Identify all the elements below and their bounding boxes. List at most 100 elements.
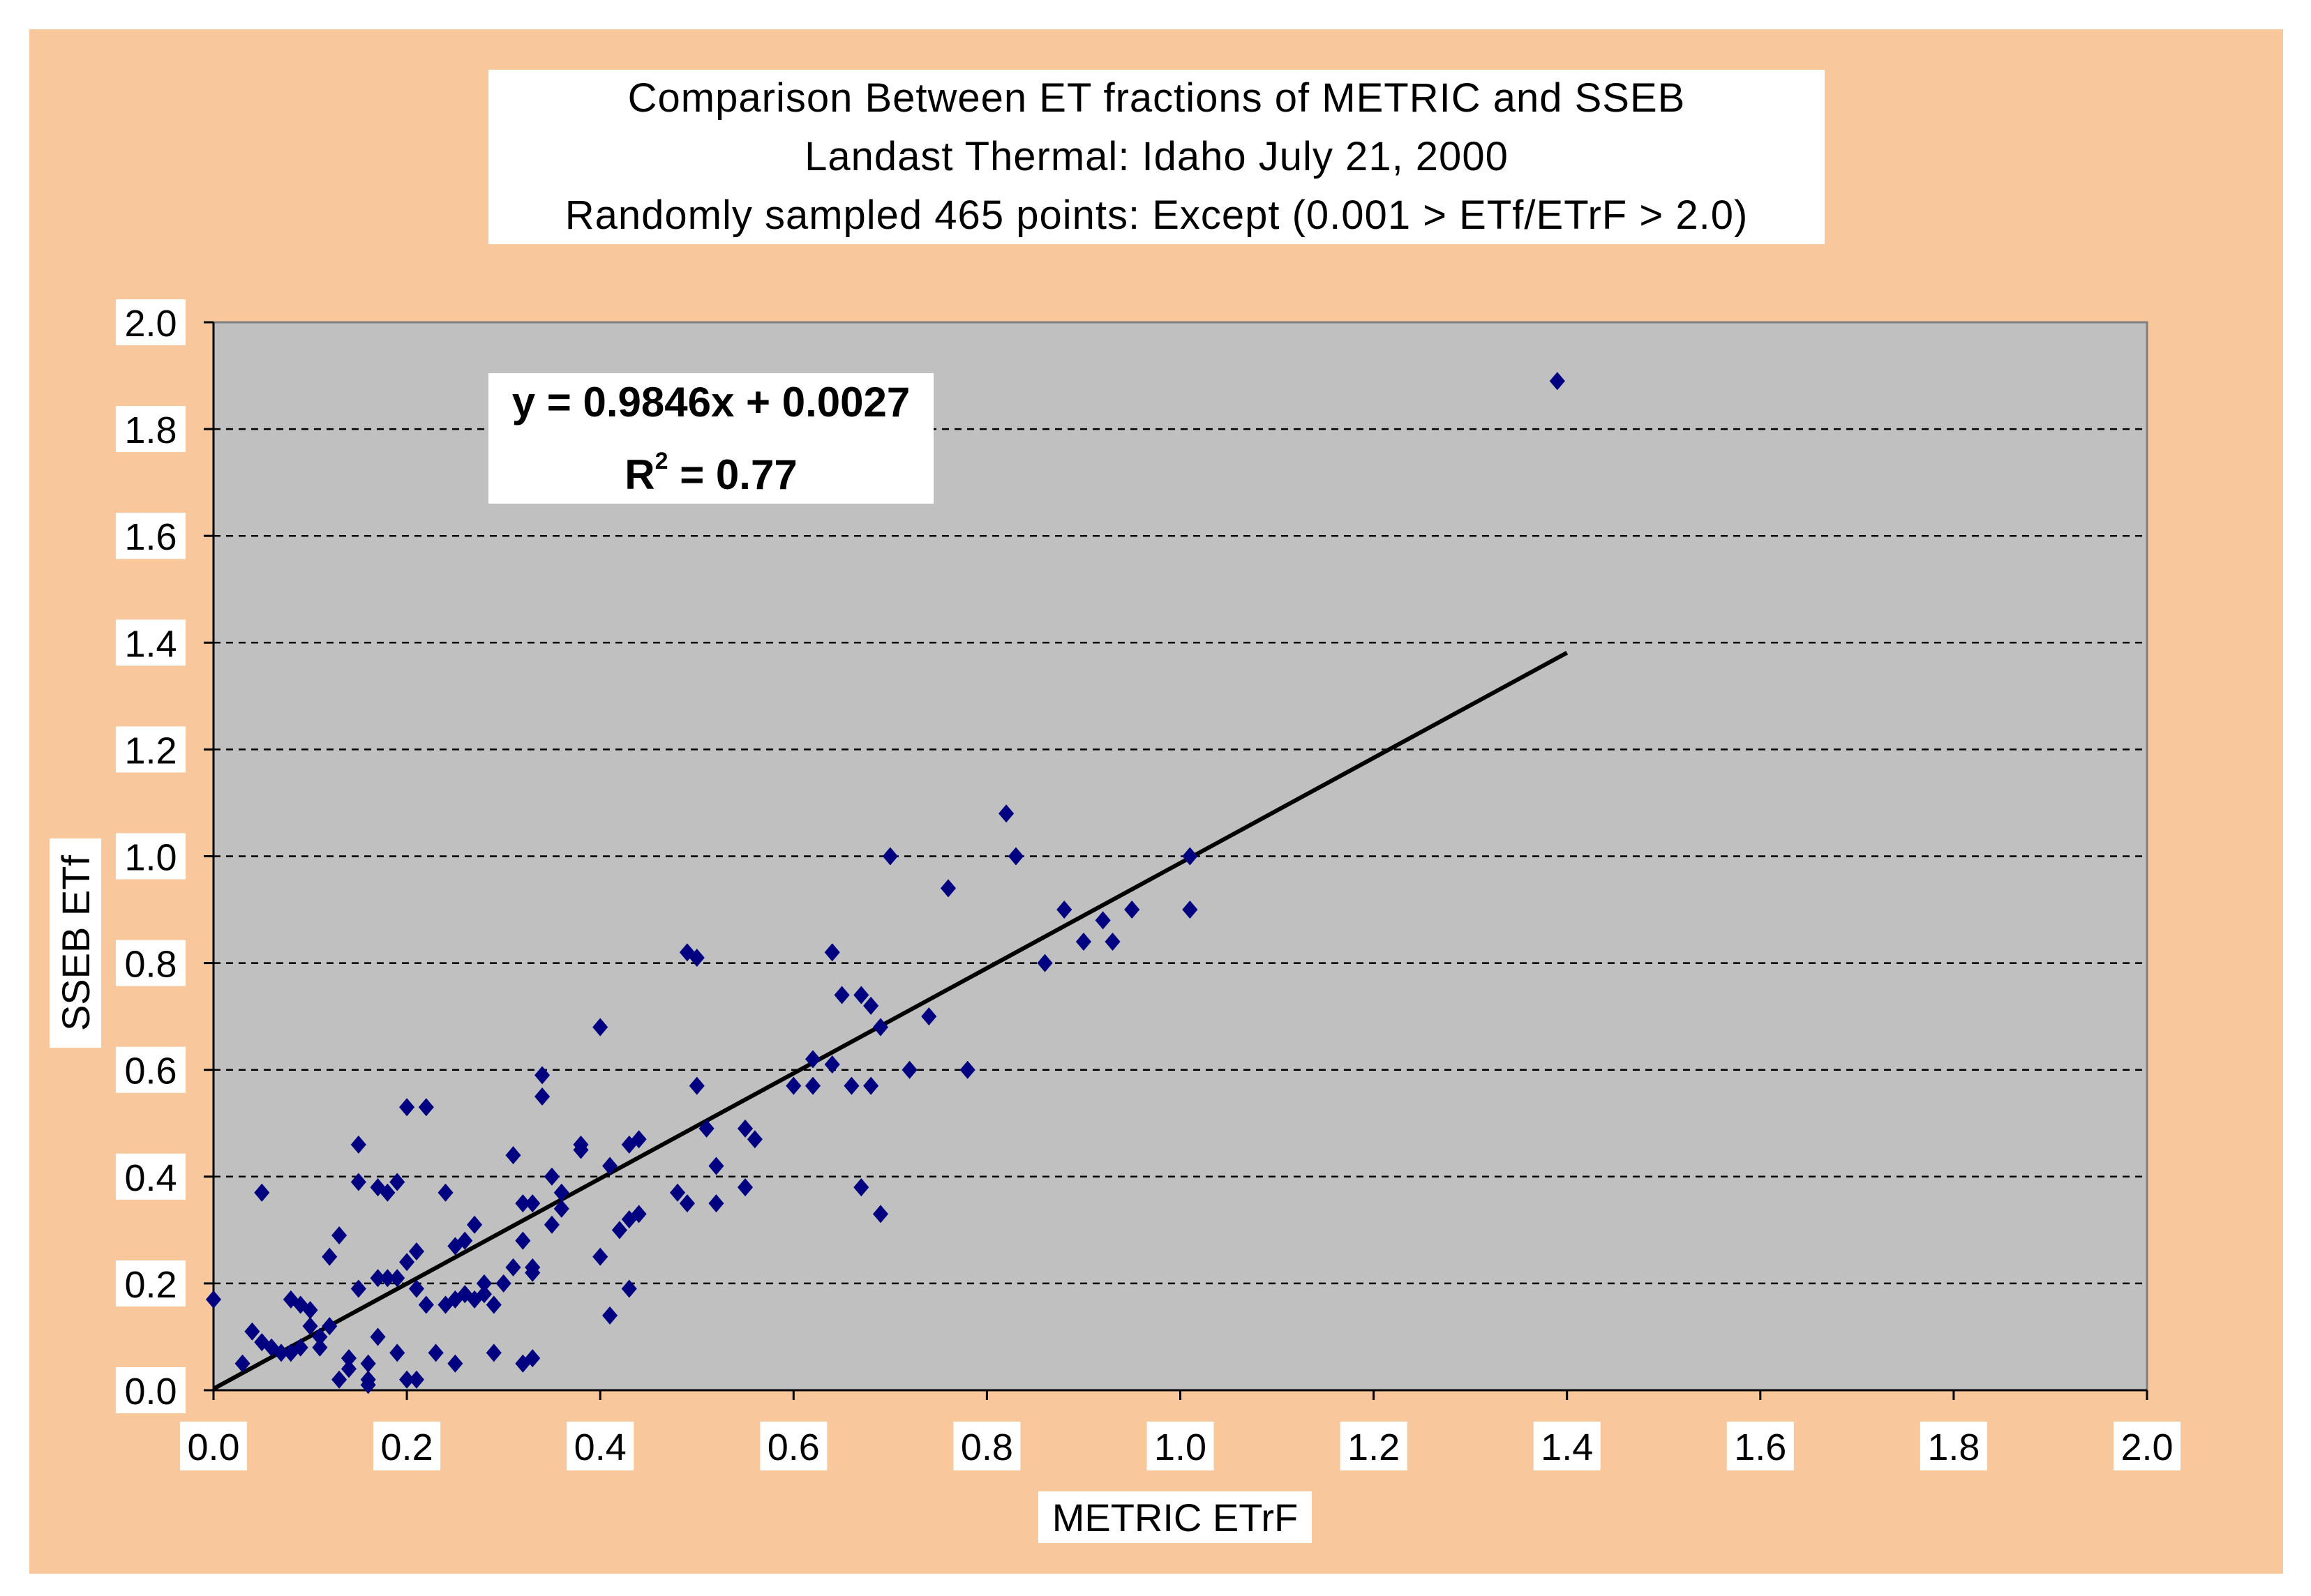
data-point-14 [312,1338,328,1357]
y-tick-label-1.0: 1.0 [116,833,186,880]
y-tick-label-0.2: 0.2 [116,1260,186,1307]
data-point-45 [437,1183,454,1202]
x-tick-label-1.2: 1.2 [1340,1422,1407,1470]
x-tick-label-1.0: 1.0 [1146,1422,1214,1470]
r-squared-superscript: 2 [655,447,668,474]
data-point-72 [553,1199,569,1218]
data-point-35 [399,1370,415,1389]
data-point-96 [786,1076,802,1095]
data-point-123 [1182,847,1198,866]
x-tick-label-0.8: 0.8 [953,1422,1021,1470]
y-axis-label: SSEB ETf [50,838,101,1048]
x-tick-text: 1.0 [1154,1426,1206,1468]
data-point-55 [486,1295,502,1314]
data-point-41 [418,1098,434,1117]
data-point-13 [312,1327,328,1346]
data-point-43 [428,1343,444,1362]
data-point-119 [1095,911,1111,930]
data-point-79 [611,1221,627,1240]
data-point-100 [824,1055,840,1074]
x-tick-label-bg [760,1422,828,1470]
x-tick-label-bg [1726,1422,1794,1470]
y-tick-text: 0.6 [124,1051,177,1092]
r-squared-label: R2 = 0.77 [625,435,797,507]
data-point-15 [322,1317,338,1336]
data-points [205,372,1565,1394]
data-point-59 [505,1258,521,1277]
data-point-114 [999,804,1015,823]
y-tick-text: 0.4 [124,1157,177,1199]
data-point-75 [592,1247,608,1266]
data-point-70 [544,1215,560,1234]
y-tick-label-bg [116,1153,186,1200]
trendline-equation-box: y = 0.9846x + 0.0027 R2 = 0.77 [488,373,934,504]
data-point-7 [283,1290,299,1309]
data-point-17 [331,1226,347,1245]
y-tick-label-bg [116,299,186,345]
data-point-77 [602,1306,618,1325]
y-tick-text: 1.2 [124,730,177,771]
x-tick-text: 0.6 [768,1426,820,1468]
trendline-layer [212,651,1569,1391]
data-point-39 [408,1279,425,1298]
data-point-16 [322,1247,338,1266]
y-tick-text: 1.0 [124,837,177,879]
data-point-78 [602,1157,618,1175]
data-point-92 [708,1194,724,1213]
data-point-54 [476,1285,492,1304]
data-point-116 [1037,954,1053,972]
data-point-67 [534,1087,551,1106]
y-tick-label-1.4: 1.4 [116,619,186,666]
x-tick-text: 0.4 [574,1426,627,1468]
y-tick-label-bg [116,406,186,453]
y-tick-text: 2.0 [124,303,177,345]
data-point-29 [370,1269,386,1288]
data-point-81 [621,1279,637,1298]
data-point-12 [302,1317,318,1336]
data-point-34 [389,1343,405,1362]
x-tick-label-bg [953,1422,1021,1470]
data-point-58 [505,1146,521,1165]
data-point-37 [399,1098,415,1117]
data-point-38 [408,1242,425,1260]
data-point-94 [737,1178,754,1197]
y-tick-label-bg [116,619,186,666]
data-point-57 [495,1274,511,1293]
data-point-6 [273,1343,290,1362]
data-point-18 [331,1370,347,1389]
data-point-97 [805,1076,821,1095]
data-point-33 [389,1269,405,1288]
data-point-60 [515,1231,531,1250]
data-point-101 [834,986,850,1004]
data-point-80 [621,1210,637,1229]
y-tick-label-bg [116,1367,186,1413]
x-tick-label-1.4: 1.4 [1533,1422,1601,1470]
data-point-19 [341,1360,357,1378]
data-point-0 [205,1290,222,1309]
data-point-76 [592,1018,608,1037]
data-point-88 [689,948,705,967]
data-point-118 [1075,932,1091,951]
y-tick-label-1.6: 1.6 [116,513,186,559]
y-tick-text: 1.4 [124,623,177,665]
x-tick-label-0.4: 0.4 [567,1422,634,1470]
data-point-113 [959,1060,975,1079]
data-point-24 [360,1354,376,1373]
data-point-10 [292,1338,308,1357]
data-point-121 [1124,901,1140,919]
x-tick-text: 0.2 [381,1426,433,1468]
data-point-109 [882,847,898,866]
data-point-83 [631,1130,647,1149]
data-point-68 [534,1066,551,1085]
data-point-98 [805,1050,821,1069]
data-point-102 [844,1076,860,1095]
data-point-95 [747,1130,763,1149]
data-point-3 [254,1333,270,1352]
y-tick-text: 0.2 [124,1264,177,1306]
data-point-36 [399,1253,415,1272]
title-line-3: Randomly sampled 465 points: Except (0.0… [564,193,1749,238]
trendline [212,651,1569,1391]
data-point-110 [902,1060,918,1079]
data-point-26 [360,1376,376,1394]
y-tick-text: 1.6 [124,516,177,558]
